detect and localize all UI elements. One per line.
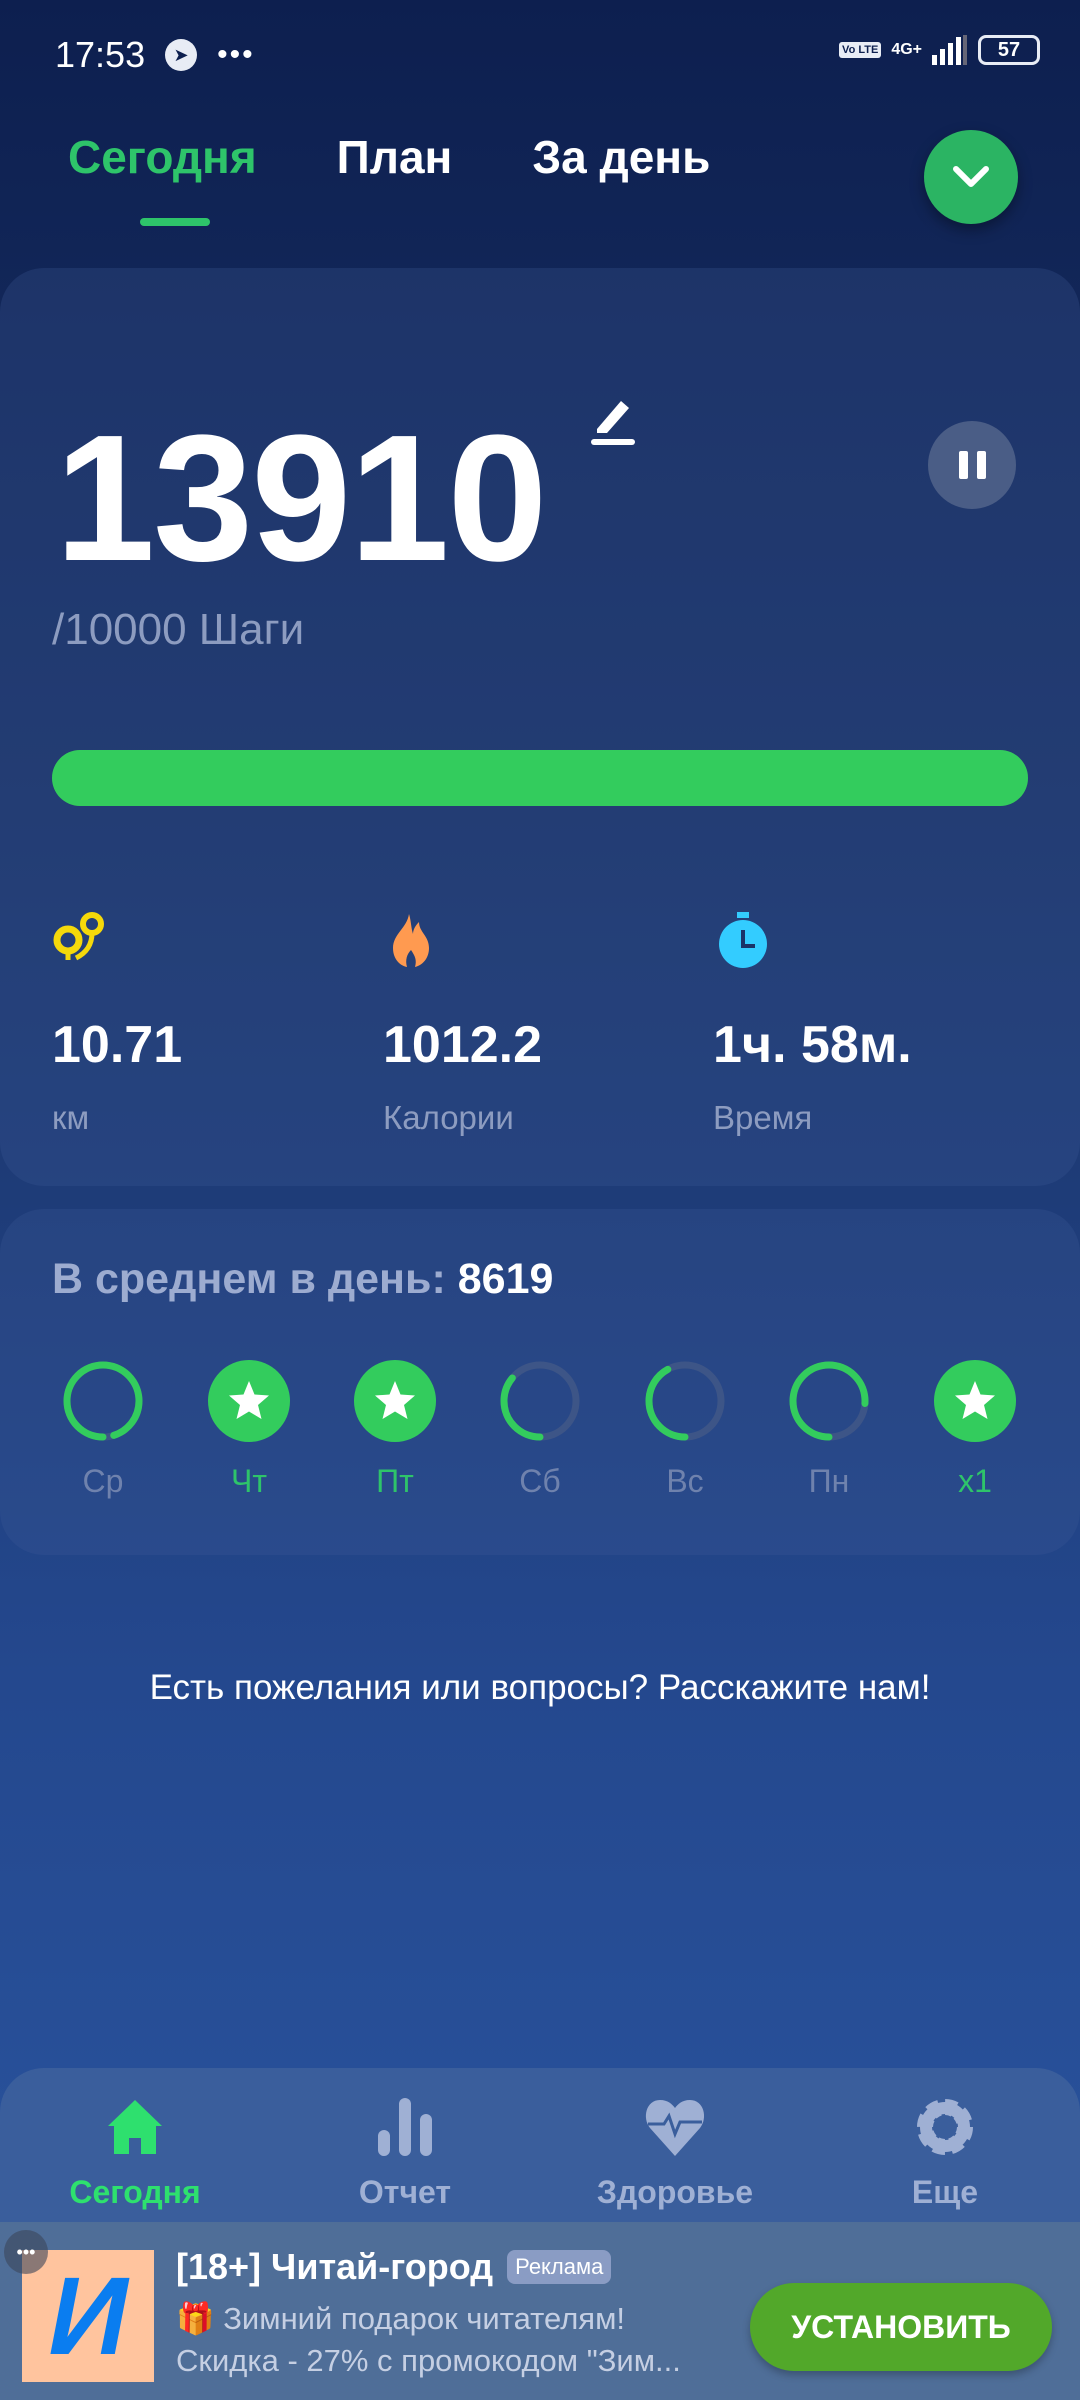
day-label: Пн [808, 1463, 850, 1499]
nav-report-label: Отчет [358, 2174, 452, 2210]
bottom-nav: Сегодня Отчет Здоровье Еще [0, 2068, 1080, 2228]
pause-icon [958, 451, 968, 479]
bar-chart-icon [378, 2098, 432, 2156]
nav-report[interactable]: Отчет [270, 2068, 540, 2228]
day-label: x1 [958, 1463, 992, 1499]
step-count: 13910 [55, 398, 548, 599]
top-tabs: Сегодня План За день [68, 130, 710, 184]
nav-today-label: Сегодня [69, 2174, 201, 2210]
tab-plan[interactable]: План [336, 131, 453, 183]
flame-icon [393, 914, 429, 967]
day-star-badge-icon [934, 1360, 1016, 1442]
volte-icon: Vo LTE [839, 42, 882, 58]
today-summary-card [0, 268, 1080, 1186]
tab-today[interactable]: Сегодня [68, 131, 257, 183]
day-star-badge-icon [354, 1360, 436, 1442]
pause-button[interactable] [928, 421, 1016, 509]
distance-value: 10.71 [52, 1016, 183, 1074]
ad-options-button[interactable]: ••• [4, 2230, 48, 2274]
edit-pencil-icon[interactable] [585, 395, 641, 451]
active-tab-indicator [140, 218, 210, 226]
stat-time: 1ч. 58м. Время [713, 910, 912, 1137]
step-goal: /10000 Шаги [52, 605, 305, 654]
weekly-card [0, 1209, 1080, 1555]
battery-icon: 57 [978, 35, 1040, 65]
ad-title: [18+] Читай-город [176, 2246, 494, 2287]
home-icon [108, 2100, 162, 2154]
daily-average: В среднем в день: 8619 [52, 1255, 553, 1304]
nav-today[interactable]: Сегодня [0, 2068, 270, 2228]
distance-label: км [52, 1099, 90, 1136]
stat-distance: 10.71 км [52, 910, 182, 1137]
telegram-icon: ➤ [165, 39, 198, 71]
day-label: Вс [666, 1463, 704, 1499]
day-5[interactable]: Пн [787, 1359, 871, 1500]
nav-health[interactable]: Здоровье [540, 2068, 810, 2228]
step-progress-fill [52, 750, 1028, 806]
signal-icon [932, 35, 967, 65]
calories-label: Калории [383, 1099, 514, 1136]
ad-app-logo[interactable]: И [22, 2250, 154, 2382]
nav-health-label: Здоровье [596, 2174, 754, 2210]
day-6[interactable]: x1 [933, 1359, 1017, 1500]
day-2[interactable]: Пт [353, 1359, 437, 1500]
status-bar: 17:53 ➤ ••• Vo LTE 4G+ 57 [55, 30, 1040, 80]
day-progress-ring-icon [789, 1361, 869, 1441]
nav-more[interactable]: Еще [810, 2068, 1080, 2228]
day-progress-ring-icon [500, 1361, 580, 1441]
status-time: 17:53 [55, 34, 146, 75]
gear-icon [917, 2099, 973, 2155]
expand-button[interactable] [924, 130, 1018, 224]
time-label: Время [713, 1099, 813, 1136]
stopwatch-icon [719, 912, 767, 968]
heart-pulse-icon [645, 2100, 705, 2156]
nav-more-label: Еще [911, 2174, 979, 2210]
day-label: Пт [376, 1463, 414, 1499]
day-label: Ср [82, 1463, 124, 1499]
day-label: Сб [519, 1463, 561, 1499]
day-3[interactable]: Сб [498, 1359, 582, 1500]
feedback-link[interactable]: Есть пожелания или вопросы? Расскажите н… [149, 1668, 931, 1707]
more-notifications-icon: ••• [217, 38, 255, 71]
ad-text-line1: 🎁 Зимний подарок читателям! [176, 2301, 626, 2336]
ad-text-line2: Скидка - 27% с промокодом "Зим... [176, 2343, 681, 2378]
tab-daily[interactable]: За день [532, 131, 711, 183]
ad-title-row: [18+] Читай-город Реклама [176, 2246, 612, 2288]
step-progress-bar [52, 750, 1028, 806]
day-progress-ring-icon [645, 1361, 725, 1441]
day-4[interactable]: Вс [643, 1359, 727, 1500]
network-type: 4G+ [891, 41, 922, 58]
route-pin-icon [53, 912, 104, 961]
average-label: В среднем в день: [52, 1255, 446, 1303]
install-button[interactable]: УСТАНОВИТЬ [750, 2283, 1052, 2371]
calories-value: 1012.2 [383, 1016, 543, 1074]
stat-calories: 1012.2 Калории [383, 910, 542, 1137]
ad-logo-letter: И [48, 2254, 128, 2378]
battery-level: 57 [997, 38, 1021, 61]
time-value: 1ч. 58м. [713, 1016, 912, 1074]
chevron-down-icon [953, 166, 989, 187]
day-label: Чт [231, 1463, 267, 1499]
average-value: 8619 [457, 1255, 554, 1303]
day-star-badge-icon [208, 1360, 290, 1442]
ad-badge: Реклама [507, 2250, 612, 2284]
day-progress-ring-icon [63, 1361, 143, 1441]
day-1[interactable]: Чт [207, 1359, 291, 1500]
day-0[interactable]: Ср [61, 1359, 145, 1500]
